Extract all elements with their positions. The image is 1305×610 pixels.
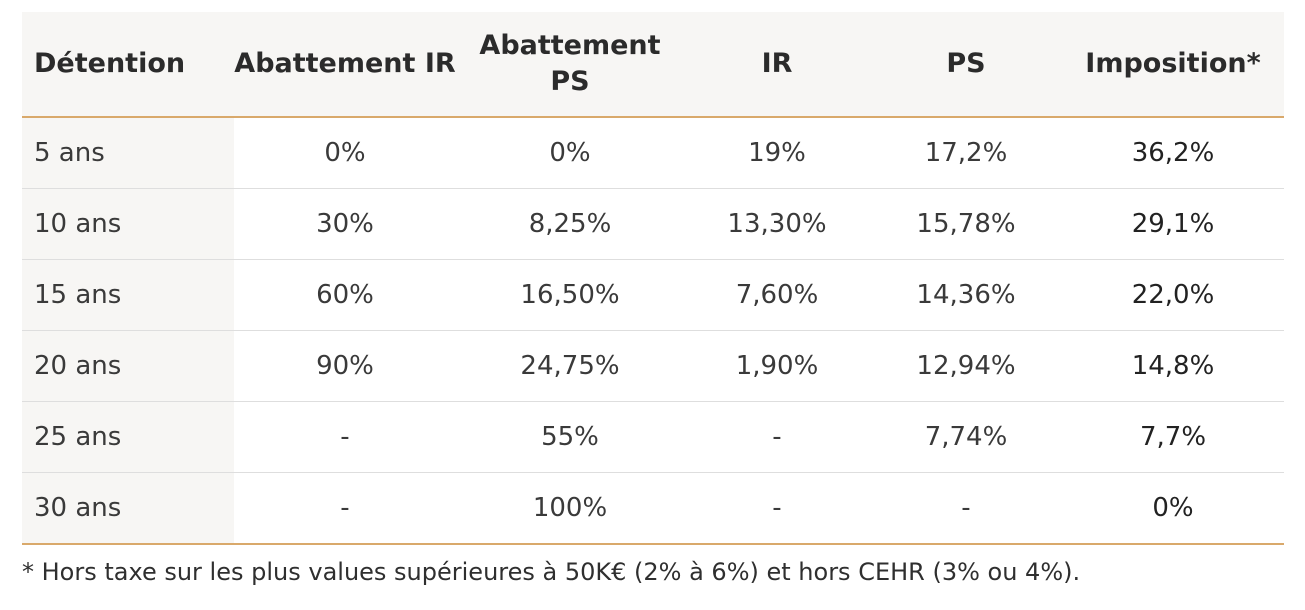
header-ir: IR [684,12,870,118]
cell-detention: 30 ans [22,472,234,545]
table-row: 20 ans 90% 24,75% 1,90% 12,94% 14,8% [22,330,1284,402]
cell-detention: 5 ans [22,117,234,189]
tax-table: Détention Abattement IR Abattement PS IR… [22,12,1284,545]
table-row: 25 ans - 55% - 7,74% 7,7% [22,401,1284,473]
cell-imposition: 0% [1062,472,1284,545]
cell-ir: 13,30% [684,188,870,260]
table-row: 5 ans 0% 0% 19% 17,2% 36,2% [22,117,1284,189]
cell-ir: 1,90% [684,330,870,402]
header-ps: PS [870,12,1062,118]
cell-abattement-ir: - [234,401,456,473]
cell-abattement-ps: 8,25% [456,188,684,260]
cell-abattement-ps: 0% [456,117,684,189]
cell-imposition: 14,8% [1062,330,1284,402]
header-abattement-ir: Abattement IR [234,12,456,118]
table-row: 30 ans - 100% - - 0% [22,472,1284,545]
header-row: Détention Abattement IR Abattement PS IR… [22,12,1284,118]
cell-ir: - [684,472,870,545]
header-detention: Détention [22,12,234,118]
cell-abattement-ps: 100% [456,472,684,545]
cell-imposition: 7,7% [1062,401,1284,473]
footnote: * Hors taxe sur les plus values supérieu… [22,558,1081,586]
cell-abattement-ir: 30% [234,188,456,260]
cell-abattement-ps: 24,75% [456,330,684,402]
cell-abattement-ir: - [234,472,456,545]
cell-ir: 7,60% [684,259,870,331]
cell-imposition: 29,1% [1062,188,1284,260]
cell-imposition: 22,0% [1062,259,1284,331]
cell-ps: 14,36% [870,259,1062,331]
cell-abattement-ps: 16,50% [456,259,684,331]
header-imposition: Imposition* [1062,12,1284,118]
cell-abattement-ir: 90% [234,330,456,402]
cell-ir: - [684,401,870,473]
table-header: Détention Abattement IR Abattement PS IR… [22,12,1284,118]
cell-ps: - [870,472,1062,545]
cell-ps: 15,78% [870,188,1062,260]
cell-abattement-ir: 0% [234,117,456,189]
table-row: 15 ans 60% 16,50% 7,60% 14,36% 22,0% [22,259,1284,331]
cell-detention: 20 ans [22,330,234,402]
cell-detention: 25 ans [22,401,234,473]
table-row: 10 ans 30% 8,25% 13,30% 15,78% 29,1% [22,188,1284,260]
cell-ir: 19% [684,117,870,189]
cell-abattement-ir: 60% [234,259,456,331]
table-body: 5 ans 0% 0% 19% 17,2% 36,2% 10 ans 30% 8… [22,117,1284,545]
cell-detention: 10 ans [22,188,234,260]
cell-detention: 15 ans [22,259,234,331]
cell-ps: 12,94% [870,330,1062,402]
cell-imposition: 36,2% [1062,117,1284,189]
header-abattement-ps: Abattement PS [456,12,684,118]
cell-abattement-ps: 55% [456,401,684,473]
cell-ps: 7,74% [870,401,1062,473]
tax-table-container: Détention Abattement IR Abattement PS IR… [22,12,1284,545]
cell-ps: 17,2% [870,117,1062,189]
